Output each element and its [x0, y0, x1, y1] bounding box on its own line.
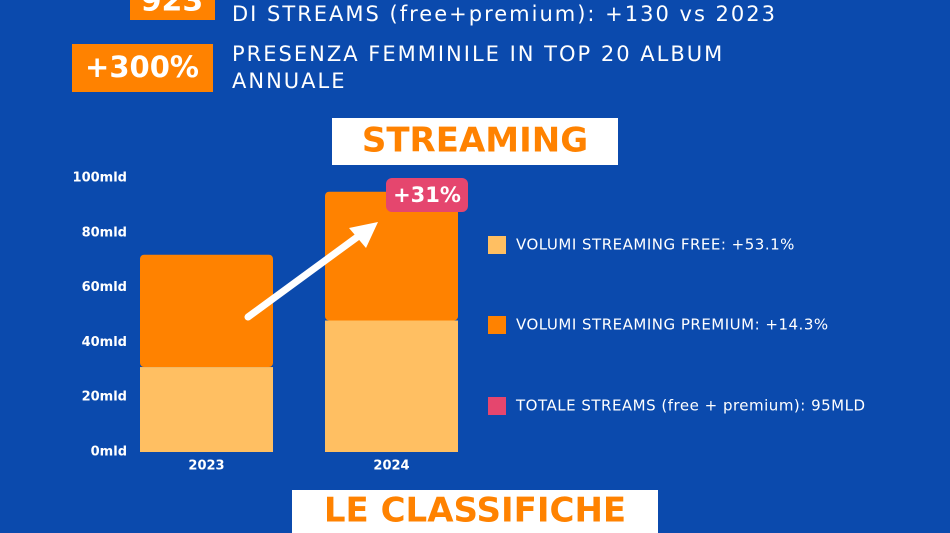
legend-swatch	[488, 316, 506, 334]
badge: 923	[141, 0, 204, 19]
legend-swatch	[488, 236, 506, 254]
x-tick-label: 2023	[188, 459, 224, 474]
highlight-text: ANNUALE	[232, 69, 347, 93]
y-tick-label: 60mld	[82, 280, 127, 295]
bar-segment	[325, 191, 458, 321]
annotation-box	[386, 178, 468, 212]
y-tick-label: 20mld	[82, 390, 127, 405]
title-box	[292, 490, 658, 533]
badge-box	[130, 0, 215, 20]
arrow-head	[349, 222, 378, 248]
bar-segment	[140, 367, 273, 452]
legend-label: VOLUMI STREAMING PREMIUM: +14.3%	[516, 316, 829, 334]
bar-segment	[140, 254, 273, 368]
legend-label: TOTALE STREAMS (free + premium): 95MLD	[515, 397, 866, 415]
y-tick-label: 0mld	[91, 445, 127, 460]
legend-swatch	[488, 397, 506, 415]
y-tick-label: 40mld	[82, 335, 127, 350]
chart-title: STREAMING	[362, 121, 588, 161]
badge-box	[72, 44, 213, 92]
bar-segment	[325, 320, 458, 452]
annotation: +31%	[393, 183, 461, 207]
highlight-text: DI STREAMS (free+premium): +130 vs 2023	[232, 2, 777, 26]
arrow	[244, 231, 364, 321]
highlight-text: PRESENZA FEMMINILE IN TOP 20 ALBUM	[232, 42, 724, 66]
badge: +300%	[85, 50, 199, 84]
title-box	[332, 118, 618, 165]
section-title: LE CLASSIFICHE	[324, 491, 626, 531]
x-tick-label: 2024	[373, 459, 409, 474]
legend-label: VOLUMI STREAMING FREE: +53.1%	[516, 236, 795, 254]
y-tick-label: 80mld	[82, 225, 127, 240]
y-tick-label: 100mld	[73, 171, 127, 186]
